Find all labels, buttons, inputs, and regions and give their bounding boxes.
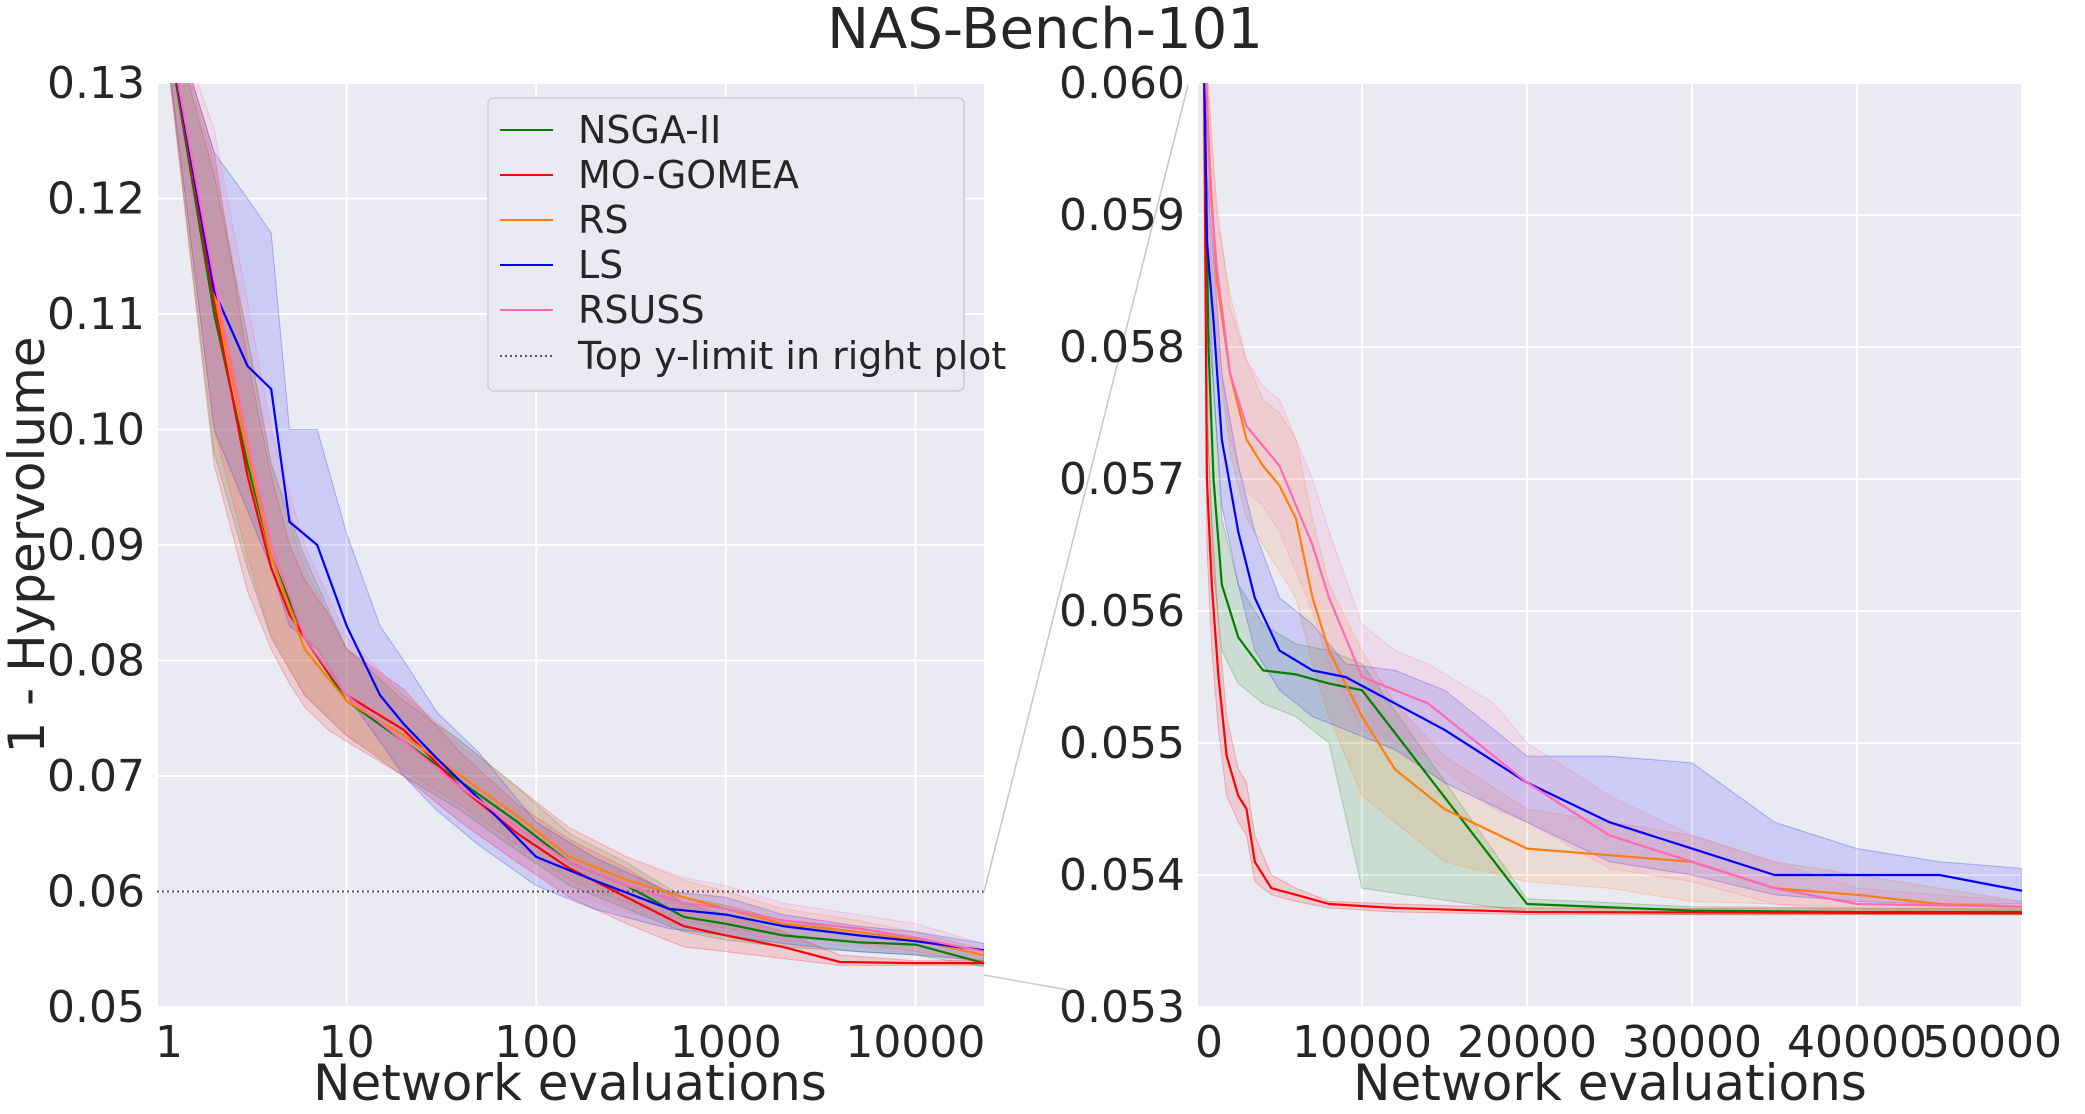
legend-entry-y-limit: Top y-limit in right plot (500, 334, 1006, 378)
left-y-tick-3: 0.08 (47, 636, 145, 687)
left-confidence-bands (169, 83, 984, 968)
right-y-tick-6: 0.059 (1059, 190, 1185, 241)
left-band-rs (170, 83, 984, 964)
legend-box (487, 97, 965, 392)
right-band-rs (1205, 83, 2022, 913)
right-y-tick-4: 0.057 (1059, 454, 1185, 505)
left-x-tick-1: 10 (319, 1017, 375, 1068)
zoom-connector-top (983, 84, 1189, 893)
legend-label-nsga: NSGA-II (578, 108, 721, 152)
legend: NSGA-II MO-GOMEA RS LS RSUSS Top y-limit… (487, 97, 1006, 392)
right-y-tick-labels: 0.053 0.054 0.055 0.056 0.057 0.058 0.059 0.060 (1059, 58, 1185, 1033)
left-y-tick-2: 0.07 (47, 751, 145, 802)
left-band-ls (170, 83, 984, 962)
right-band-rsuss (1204, 83, 2022, 913)
right-confidence-bands (1203, 83, 2022, 916)
left-y-tick-7: 0.12 (47, 174, 145, 225)
legend-entry-rsuss: RSUSS (500, 288, 705, 332)
figure-title: NAS-Bench-101 (827, 0, 1263, 62)
right-grid (1196, 82, 2023, 1008)
left-y-tick-0: 0.05 (47, 982, 145, 1033)
left-line-rsuss (177, 83, 984, 953)
right-line-rsuss (1205, 83, 2022, 908)
right-plot-background (1197, 83, 2022, 1007)
zoom-connectors (983, 84, 1189, 991)
right-band-mo-gomea (1203, 83, 2022, 916)
right-band-ls (1203, 83, 2022, 905)
legend-label-mo-gomea: MO-GOMEA (578, 153, 799, 197)
left-line-rs (176, 83, 984, 957)
legend-label-rs: RS (578, 198, 629, 242)
left-plot: 1 10 100 1000 10000 0.05 0.06 0.07 0.08 0.09 0.10… (0, 58, 1006, 1112)
left-x-tick-3: 1000 (670, 1017, 782, 1068)
legend-entry-rs: RS (500, 198, 629, 242)
left-series-lines (157, 83, 984, 965)
legend-label-ls: LS (578, 243, 623, 287)
left-y-tick-8: 0.13 (47, 58, 145, 109)
left-y-tick-1: 0.06 (47, 867, 145, 918)
right-y-tick-2: 0.055 (1059, 718, 1185, 769)
left-line-ls (176, 83, 984, 952)
right-band-nsga-ii (1203, 83, 2022, 916)
right-x-axis-label: Network evaluations (1353, 1054, 1867, 1112)
right-x-tick-2: 20000 (1457, 1017, 1597, 1068)
right-y-tick-5: 0.058 (1059, 322, 1185, 373)
left-band-mo-gomea (169, 83, 984, 966)
right-x-tick-4: 40000 (1787, 1017, 1927, 1068)
left-band-nsga-ii (170, 83, 984, 968)
right-line-mo-gomea (1202, 83, 2022, 915)
right-x-tick-3: 30000 (1622, 1017, 1762, 1068)
legend-label-y-limit: Top y-limit in right plot (577, 334, 1006, 378)
left-x-axis-label: Network evaluations (313, 1054, 827, 1112)
left-band-rsuss (170, 83, 984, 962)
legend-entry-nsga: NSGA-II (500, 108, 721, 152)
left-x-tick-4: 10000 (845, 1017, 985, 1068)
right-line-nsga-ii (1203, 83, 2022, 914)
legend-entry-mo-gomea: MO-GOMEA (500, 153, 799, 197)
left-y-tick-6: 0.11 (47, 289, 145, 340)
left-x-tick-labels: 1 10 100 1000 10000 (155, 1017, 985, 1068)
right-x-tick-5: 50000 (1922, 1017, 2062, 1068)
right-y-tick-7: 0.060 (1059, 58, 1185, 109)
left-y-tick-4: 0.09 (47, 520, 145, 571)
right-line-ls (1203, 83, 2022, 892)
right-x-tick-1: 10000 (1292, 1017, 1432, 1068)
right-series-lines (1202, 83, 2022, 915)
zoom-connector-bottom (983, 974, 1069, 991)
left-x-tick-0: 1 (155, 1017, 183, 1068)
legend-label-rsuss: RSUSS (578, 288, 705, 332)
right-x-tick-0: 0 (1195, 1017, 1223, 1068)
right-y-tick-1: 0.054 (1059, 850, 1185, 901)
left-y-axis-label: 1 - Hypervolume (0, 336, 56, 753)
left-y-tick-labels: 0.05 0.06 0.07 0.08 0.09 0.10 0.11 0.12 0.13 (47, 58, 145, 1033)
left-x-tick-2: 100 (494, 1017, 578, 1068)
right-y-tick-3: 0.056 (1059, 586, 1185, 637)
right-y-tick-0: 0.053 (1059, 982, 1185, 1033)
left-y-tick-5: 0.10 (47, 405, 145, 456)
legend-entry-ls: LS (500, 243, 623, 287)
